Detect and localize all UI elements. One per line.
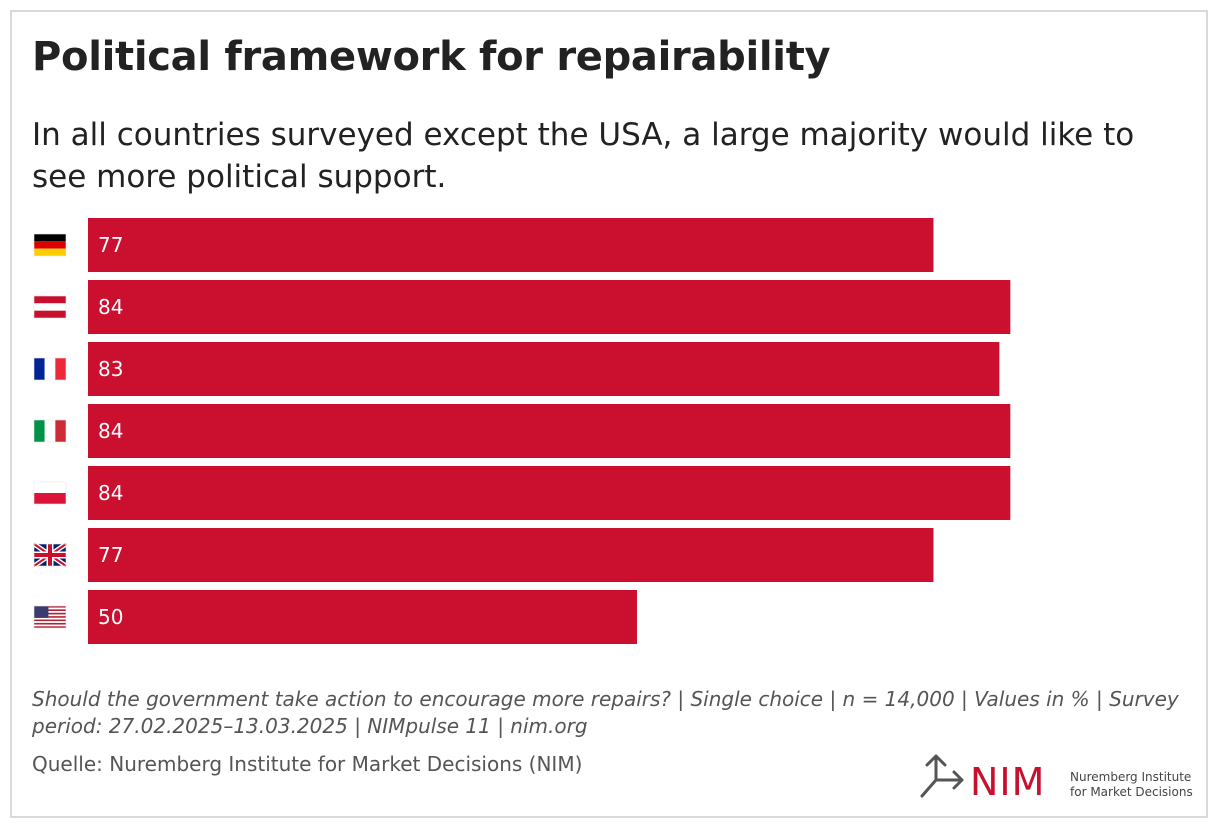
flag-poland-icon	[33, 481, 67, 505]
flag-france-icon	[33, 357, 67, 381]
data-label: 84	[98, 295, 123, 319]
data-label: 50	[98, 605, 123, 629]
flag-austria-icon	[33, 295, 67, 319]
source-text: Quelle: Nuremberg Institute for Market D…	[32, 752, 583, 776]
nim-logo: NIM Nuremberg Institute for Market Decis…	[918, 752, 1193, 806]
bar-germany	[88, 218, 934, 272]
bar-chart: 77 84 83 84 84 77 50	[32, 218, 1011, 644]
bar-france	[88, 342, 1000, 396]
data-label: 77	[98, 233, 123, 257]
logo-name: Nuremberg Institute for Market Decisions	[1070, 770, 1210, 800]
data-label: 84	[98, 419, 123, 443]
bar-austria	[88, 280, 1011, 334]
logo-name-line2: for Market Decisions	[1070, 785, 1193, 799]
flag-italy-icon	[33, 419, 67, 443]
data-label: 83	[98, 357, 123, 381]
flag-germany-icon	[33, 233, 67, 257]
arrow-logo-icon	[920, 754, 964, 798]
chart-title: Political framework for repairability	[32, 34, 831, 80]
chart-subtitle: In all countries surveyed except the USA…	[32, 117, 1135, 195]
data-label: 77	[98, 543, 123, 567]
flag-usa-icon	[33, 605, 67, 629]
survey-note: Should the government take action to enc…	[32, 687, 1179, 738]
logo-wordmark: NIM	[970, 760, 1046, 804]
bar-united-kingdom	[88, 528, 934, 582]
logo-name-line1: Nuremberg Institute	[1070, 770, 1192, 784]
flag-uk-icon	[32, 541, 68, 569]
bar-usa	[88, 590, 637, 644]
bar-italy	[88, 404, 1011, 458]
bar-poland	[88, 466, 1011, 520]
data-label: 84	[98, 481, 123, 505]
